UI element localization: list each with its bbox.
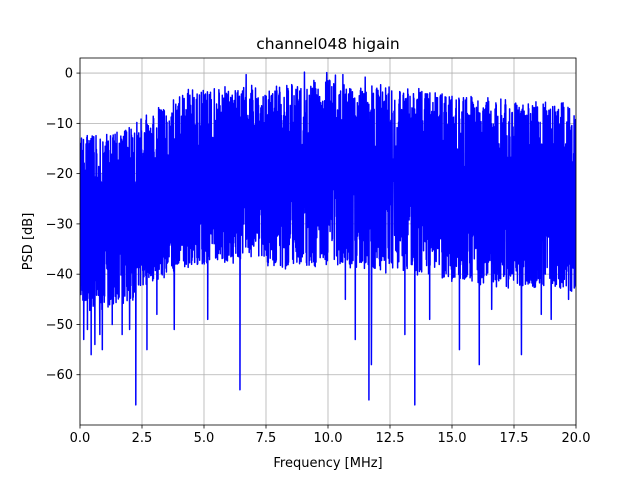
plot-area (80, 71, 576, 406)
x-tick-label: 15.0 (438, 431, 467, 446)
y-tick-label: 0 (65, 67, 73, 82)
x-tick-label: 20.0 (562, 431, 591, 446)
x-tick-label: 0.0 (70, 431, 91, 446)
x-tick-label: 17.5 (500, 431, 529, 446)
y-tick-label: −10 (46, 117, 73, 132)
y-axis-label: PSD [dB] (21, 213, 36, 271)
y-tick-label: −30 (46, 217, 73, 232)
x-tick-label: 5.0 (194, 431, 215, 446)
x-tick-label: 2.5 (132, 431, 153, 446)
x-axis-label: Frequency [MHz] (273, 456, 382, 471)
x-tick-label: 10.0 (314, 431, 343, 446)
psd-series-line (80, 71, 576, 406)
x-axis-ticks: 0.0 2.5 5.0 7.5 10.0 12.5 15.0 17.5 20.0 (70, 425, 591, 446)
y-tick-label: −20 (46, 167, 73, 182)
x-tick-label: 12.5 (376, 431, 405, 446)
y-tick-label: −50 (46, 318, 73, 333)
x-tick-label: 7.5 (256, 431, 277, 446)
chart-title: channel048 higain (256, 35, 399, 53)
y-axis-ticks: 0 −10 −20 −30 −40 −50 −60 (46, 67, 80, 383)
y-tick-label: −60 (46, 368, 73, 383)
y-tick-label: −40 (46, 268, 73, 283)
series-layer (80, 71, 576, 406)
